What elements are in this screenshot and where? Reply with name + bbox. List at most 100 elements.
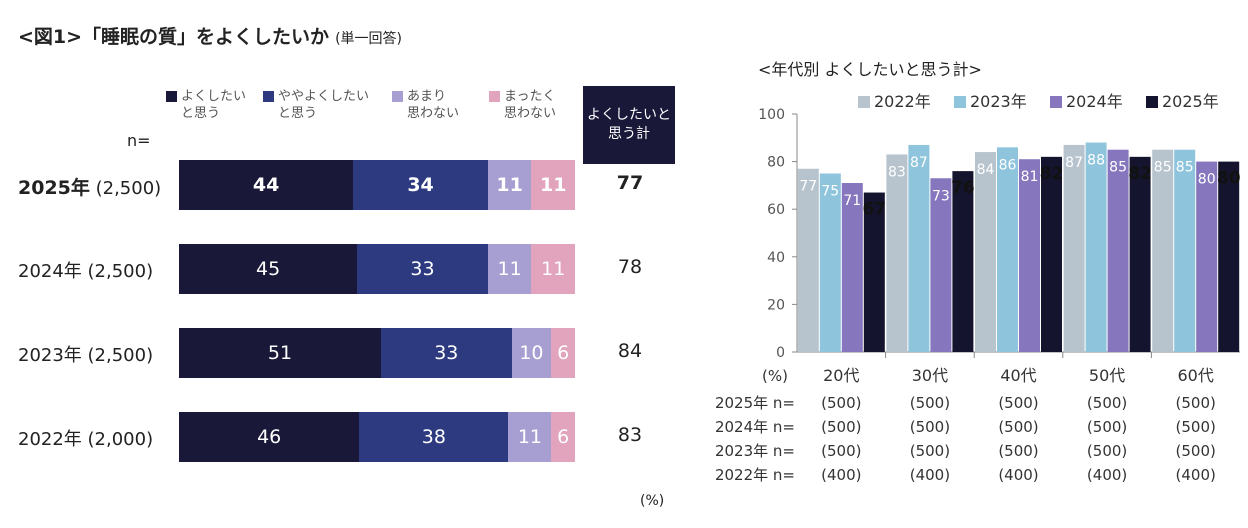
bar-value-label: 80 [1217,169,1241,189]
bar [1063,144,1085,352]
bar [997,147,1018,352]
bar [1152,149,1174,352]
n-value: (400) [821,466,861,484]
bar-value-label: 82 [1040,164,1064,184]
bar [797,168,819,352]
row-year: 2025年 [18,177,90,199]
y-tick-label: 80 [767,155,785,171]
bar [841,183,863,352]
legend-item-not-much: あまり 思わない [392,88,459,122]
bar-segment: 10 [511,328,552,378]
row-year: 2022年 [18,429,82,450]
bar [975,152,996,352]
row-label: 2025年 (2,500) [18,173,161,200]
bar [819,173,841,352]
legend-item-very: よくしたい と思う [166,88,246,122]
bar [1174,149,1196,352]
legend-swatch [392,91,403,102]
bar-value-label: 73 [932,188,950,204]
bar [1019,159,1040,352]
legend-swatch [489,91,500,102]
n-value: (500) [998,418,1038,436]
legend-swatch [263,91,274,102]
n-value: (500) [821,394,861,412]
legend-label: あまり 思わない [407,89,460,121]
row-n: (2,500) [81,261,154,282]
bar [1218,161,1240,352]
bar-segment: 11 [487,160,532,210]
n-value: (500) [821,418,861,436]
n-value: (500) [1087,394,1127,412]
n-value: (400) [1176,466,1216,484]
n-value: (500) [821,442,861,460]
bar-value-label: 84 [977,162,995,178]
x-tick-label: 30代 [912,366,948,385]
bar-segment: 51 [179,328,381,378]
legend-label: 2022年 [874,92,931,111]
bar-value-label: 88 [1087,153,1105,169]
y-tick-label: 20 [767,297,785,313]
left-unit-label: (%) [640,493,665,509]
bar-segment: 33 [380,328,512,378]
legend-label: ややよくしたい と思う [278,89,370,121]
bar [1041,156,1062,352]
n-value: (400) [1087,466,1127,484]
bar-value-label: 85 [1154,160,1172,176]
bar-segment: 11 [487,244,532,294]
bar [1196,161,1218,352]
x-tick-label: 60代 [1178,366,1214,385]
row-total: 84 [617,340,643,362]
y-tick-label: 60 [767,202,785,218]
bar-value-label: 82 [1128,164,1152,184]
bar-segment: 11 [531,160,575,210]
row-year: 2023年 [18,345,82,366]
bar [1129,156,1151,352]
n-value: (500) [1087,418,1127,436]
row-total: 83 [617,424,643,446]
bar-segment: 11 [508,412,552,462]
row-year: 2024年 [18,261,82,282]
bar-value-label: 77 [799,179,817,195]
bar-value-label: 76 [951,178,975,198]
x-tick-label: 20代 [823,366,859,385]
n-row-label: 2023年 n= [715,442,795,460]
row-label: 2023年 (2,500) [18,341,153,367]
right-chart-title: <年代別 よくしたいと思う計> [758,60,982,79]
legend-label: 2025年 [1162,92,1219,111]
bar-segment: 33 [357,244,488,294]
y-tick-label: 0 [776,345,785,361]
y-unit-label: (%) [762,367,788,385]
legend-swatch [954,96,966,108]
n-value: (500) [1176,394,1216,412]
bar-value-label: 87 [1065,155,1083,171]
legend-label: 2023年 [970,92,1027,111]
total-header: よくしたいと 思う計 [583,86,675,164]
bar-segment: 46 [179,412,360,462]
legend-label: まったく 思わない [504,89,557,121]
legend-swatch [1050,96,1062,108]
row-n: (2,500) [89,178,162,199]
legend-swatch [1146,96,1158,108]
bar [930,178,952,352]
chart-title-text: <図1>「睡眠の質」をよくしたいか [18,26,330,48]
bar [952,171,974,352]
legend-item-not-at-all: まったく 思わない [489,88,556,122]
bar-segment: 44 [179,160,354,210]
bar-value-label: 85 [1109,160,1127,176]
y-tick-label: 40 [767,250,785,266]
bar-value-label: 75 [821,184,839,200]
bar-value-label: 85 [1176,160,1194,176]
bar-segment: 34 [353,160,488,210]
bar-value-label: 86 [999,157,1017,173]
bar-value-label: 81 [1021,169,1039,185]
bar [863,192,885,352]
bar-segment: 6 [551,328,575,378]
n-value: (400) [910,466,950,484]
n-value: (500) [910,442,950,460]
n-value: (500) [998,442,1038,460]
bar-segment: 6 [551,412,575,462]
row-n: (2,000) [81,429,154,450]
n-value: (500) [910,418,950,436]
n-value: (400) [998,466,1038,484]
row-n: (2,500) [81,345,154,366]
